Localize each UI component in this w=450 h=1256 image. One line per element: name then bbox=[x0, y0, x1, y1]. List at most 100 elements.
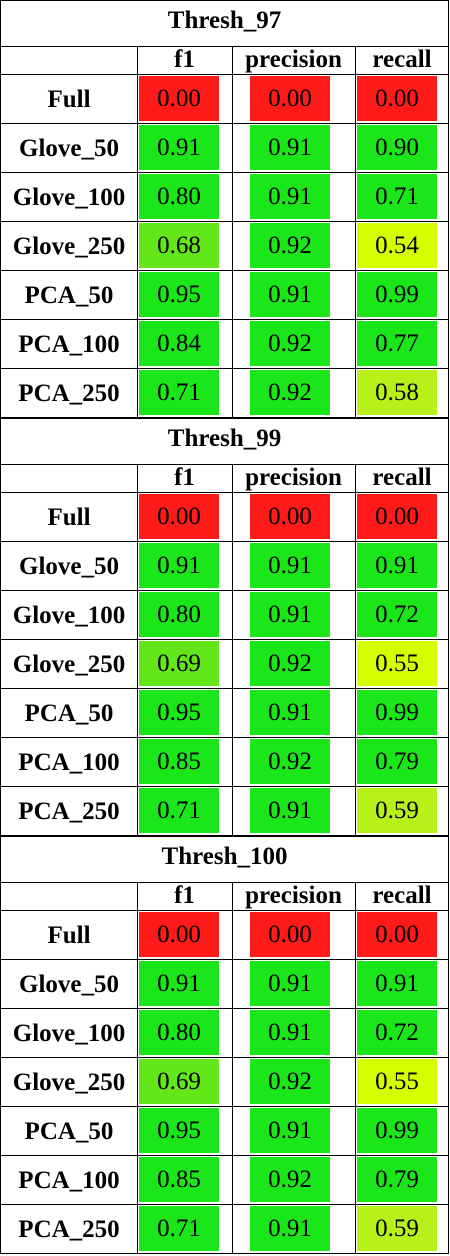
header-top-border bbox=[0, 882, 449, 883]
column-header-recall: recall bbox=[372, 46, 432, 73]
row-label-pca-250: PCA_250 bbox=[18, 1216, 120, 1243]
value-cell-precision: 0.91 bbox=[250, 690, 330, 735]
value-cell-f1: 0.80 bbox=[139, 1010, 219, 1055]
value-cell-recall: 0.79 bbox=[357, 739, 437, 784]
value-cell-precision: 0.91 bbox=[250, 543, 330, 588]
value-cell-precision: 0.91 bbox=[250, 1206, 330, 1251]
header-top-border bbox=[0, 464, 449, 465]
value-cell-f1: 0.71 bbox=[139, 370, 219, 415]
value-cell-recall: 0.55 bbox=[357, 1059, 437, 1104]
value-cell-precision: 0.91 bbox=[250, 174, 330, 219]
value-cell-f1: 0.80 bbox=[139, 174, 219, 219]
row-divider bbox=[0, 688, 449, 689]
row-label-glove-50: Glove_50 bbox=[19, 971, 119, 998]
row-label-glove-250: Glove_250 bbox=[12, 1069, 126, 1096]
value-cell-f1: 0.85 bbox=[139, 739, 219, 784]
column-divider bbox=[355, 882, 356, 1253]
row-divider bbox=[0, 1204, 449, 1205]
row-label-pca-250: PCA_250 bbox=[18, 798, 120, 825]
value-cell-recall: 0.00 bbox=[357, 912, 437, 957]
column-header-f1: f1 bbox=[174, 464, 195, 491]
row-divider bbox=[0, 541, 449, 542]
row-divider bbox=[0, 1155, 449, 1156]
table-left-border bbox=[0, 836, 1, 1253]
row-divider bbox=[0, 786, 449, 787]
row-label-pca-50: PCA_50 bbox=[24, 282, 114, 309]
value-cell-f1: 0.00 bbox=[139, 494, 219, 539]
value-cell-f1: 0.80 bbox=[139, 592, 219, 637]
block-top-border bbox=[0, 418, 449, 419]
row-label-glove-50: Glove_50 bbox=[19, 553, 119, 580]
block-bottom-border bbox=[0, 1253, 449, 1254]
column-header-precision: precision bbox=[245, 46, 342, 73]
row-divider bbox=[0, 123, 449, 124]
value-cell-recall: 0.55 bbox=[357, 641, 437, 686]
column-divider bbox=[137, 464, 138, 835]
value-cell-recall: 0.58 bbox=[357, 370, 437, 415]
value-cell-recall: 0.99 bbox=[357, 1108, 437, 1153]
table-right-border bbox=[448, 836, 449, 1253]
row-divider bbox=[0, 270, 449, 271]
value-cell-f1: 0.00 bbox=[139, 76, 219, 121]
value-cell-f1: 0.71 bbox=[139, 1206, 219, 1251]
row-label-full: Full bbox=[47, 504, 91, 531]
value-cell-f1: 0.00 bbox=[139, 912, 219, 957]
value-cell-precision: 0.91 bbox=[250, 1108, 330, 1153]
column-divider bbox=[232, 46, 233, 417]
column-divider bbox=[232, 464, 233, 835]
value-cell-recall: 0.79 bbox=[357, 1157, 437, 1202]
value-cell-recall: 0.59 bbox=[357, 788, 437, 833]
row-divider bbox=[0, 959, 449, 960]
value-cell-recall: 0.77 bbox=[357, 321, 437, 366]
row-label-glove-100: Glove_100 bbox=[12, 184, 126, 211]
value-cell-recall: 0.00 bbox=[357, 494, 437, 539]
value-cell-recall: 0.00 bbox=[357, 76, 437, 121]
value-cell-recall: 0.54 bbox=[357, 223, 437, 268]
row-divider bbox=[0, 221, 449, 222]
value-cell-f1: 0.95 bbox=[139, 690, 219, 735]
row-label-pca-250: PCA_250 bbox=[18, 380, 120, 407]
row-divider bbox=[0, 368, 449, 369]
column-header-f1: f1 bbox=[174, 46, 195, 73]
row-label-full: Full bbox=[47, 86, 91, 113]
value-cell-recall: 0.99 bbox=[357, 272, 437, 317]
value-cell-recall: 0.90 bbox=[357, 125, 437, 170]
row-label-full: Full bbox=[47, 922, 91, 949]
value-cell-f1: 0.95 bbox=[139, 272, 219, 317]
value-cell-precision: 0.91 bbox=[250, 125, 330, 170]
value-cell-f1: 0.71 bbox=[139, 788, 219, 833]
value-cell-precision: 0.00 bbox=[250, 76, 330, 121]
value-cell-precision: 0.00 bbox=[250, 912, 330, 957]
row-divider bbox=[0, 1057, 449, 1058]
value-cell-precision: 0.92 bbox=[250, 641, 330, 686]
row-divider bbox=[0, 590, 449, 591]
block-title-thresh-99: Thresh_99 bbox=[167, 425, 282, 452]
column-divider bbox=[355, 464, 356, 835]
row-label-pca-50: PCA_50 bbox=[24, 700, 114, 727]
column-header-precision: precision bbox=[245, 882, 342, 909]
value-cell-f1: 0.69 bbox=[139, 641, 219, 686]
block-title-thresh-100: Thresh_100 bbox=[161, 843, 288, 870]
table-right-border bbox=[448, 418, 449, 835]
table-left-border bbox=[0, 0, 1, 417]
row-label-glove-250: Glove_250 bbox=[12, 233, 126, 260]
value-cell-precision: 0.92 bbox=[250, 223, 330, 268]
row-divider bbox=[0, 172, 449, 173]
table-left-border bbox=[0, 418, 1, 835]
column-divider bbox=[355, 46, 356, 417]
row-label-glove-50: Glove_50 bbox=[19, 135, 119, 162]
value-cell-precision: 0.92 bbox=[250, 1157, 330, 1202]
row-label-pca-100: PCA_100 bbox=[18, 1167, 120, 1194]
column-divider bbox=[232, 882, 233, 1253]
value-cell-f1: 0.68 bbox=[139, 223, 219, 268]
row-label-pca-50: PCA_50 bbox=[24, 1118, 114, 1145]
column-header-recall: recall bbox=[372, 464, 432, 491]
row-label-glove-100: Glove_100 bbox=[12, 602, 126, 629]
value-cell-precision: 0.91 bbox=[250, 1010, 330, 1055]
column-header-recall: recall bbox=[372, 882, 432, 909]
value-cell-f1: 0.84 bbox=[139, 321, 219, 366]
header-top-border bbox=[0, 46, 449, 47]
value-cell-recall: 0.72 bbox=[357, 592, 437, 637]
value-cell-recall: 0.72 bbox=[357, 1010, 437, 1055]
